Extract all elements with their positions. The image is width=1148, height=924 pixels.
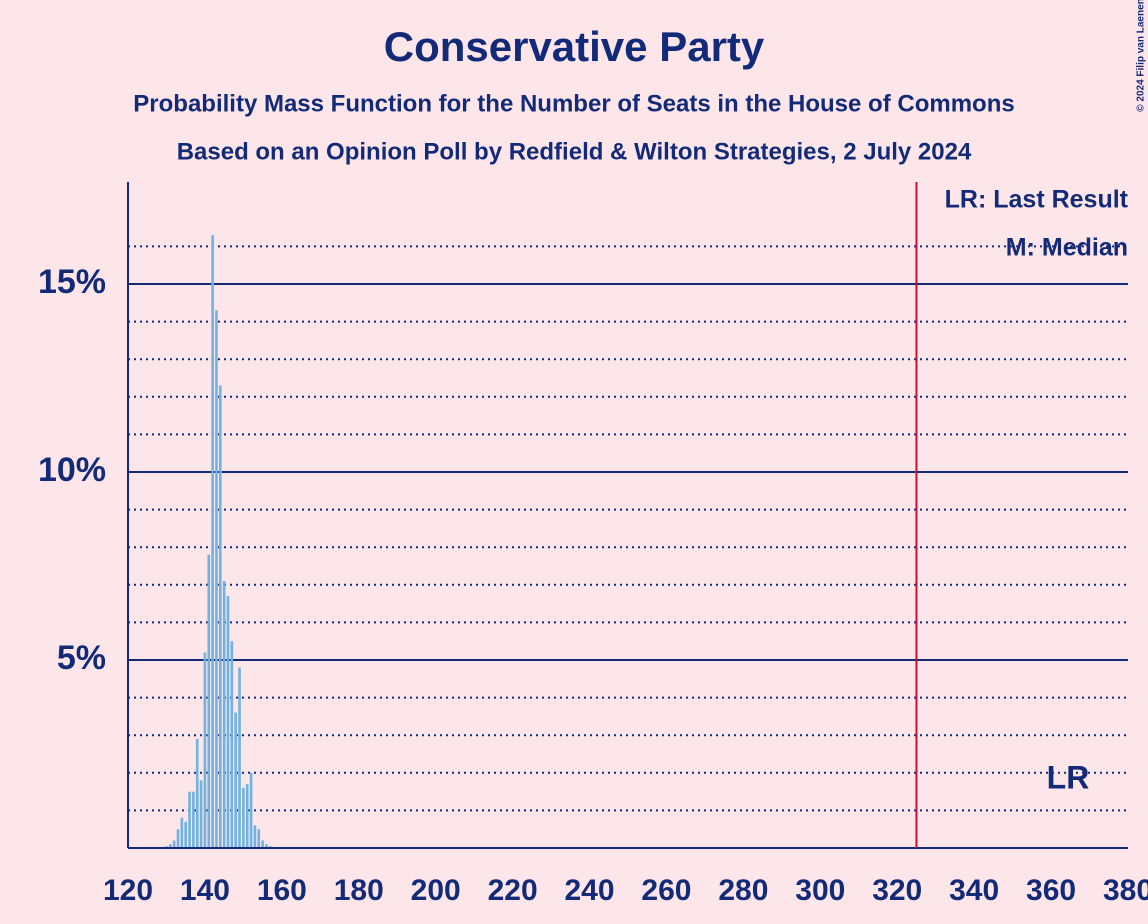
- bar: [234, 712, 237, 848]
- bar: [172, 840, 176, 848]
- x-tick-label: 380: [1103, 874, 1148, 907]
- subtitle: Based on an Opinion Poll by Redfield & W…: [177, 138, 972, 165]
- legend-entry: M: Median: [1006, 234, 1128, 262]
- x-tick-label: 220: [488, 874, 538, 907]
- x-tick-label: 260: [641, 874, 691, 907]
- x-tick-label: 300: [795, 874, 845, 907]
- bar: [249, 772, 253, 848]
- bar: [257, 829, 261, 848]
- subtitle: Probability Mass Function for the Number…: [133, 90, 1014, 117]
- bar: [207, 554, 211, 848]
- bar: [188, 791, 191, 848]
- bar: [203, 652, 207, 848]
- bar: [230, 641, 234, 848]
- y-tick-label: 5%: [57, 639, 106, 677]
- x-tick-label: 280: [718, 874, 768, 907]
- bar: [195, 738, 199, 848]
- x-tick-label: 340: [949, 874, 999, 907]
- x-tick-label: 120: [103, 874, 153, 907]
- bar: [176, 829, 180, 848]
- bar: [219, 385, 222, 848]
- x-tick-label: 360: [1026, 874, 1076, 907]
- y-tick-label: 15%: [38, 263, 106, 301]
- bar: [245, 784, 249, 848]
- bar: [184, 821, 187, 848]
- x-tick-label: 240: [565, 874, 615, 907]
- bar: [261, 840, 264, 848]
- x-tick-label: 180: [334, 874, 384, 907]
- credit: © 2024 Filip van Laenen: [1136, 0, 1147, 112]
- bar: [226, 596, 230, 848]
- bar: [215, 310, 218, 848]
- y-tick-label: 10%: [38, 451, 106, 489]
- bar: [222, 581, 226, 848]
- bar: [211, 235, 214, 848]
- legend-entry: LR: Last Result: [945, 186, 1129, 214]
- x-tick-label: 200: [411, 874, 461, 907]
- bar: [192, 791, 195, 848]
- bar: [253, 825, 257, 848]
- chart-title: Conservative Party: [384, 23, 765, 70]
- last-result-label: LR: [1047, 759, 1090, 795]
- bar: [242, 787, 245, 848]
- x-tick-label: 320: [872, 874, 922, 907]
- bar: [180, 817, 184, 848]
- x-tick-label: 140: [180, 874, 230, 907]
- bar: [169, 844, 172, 848]
- bar: [265, 844, 268, 848]
- x-tick-label: 160: [257, 874, 307, 907]
- bar: [199, 780, 203, 848]
- bar: [238, 667, 241, 848]
